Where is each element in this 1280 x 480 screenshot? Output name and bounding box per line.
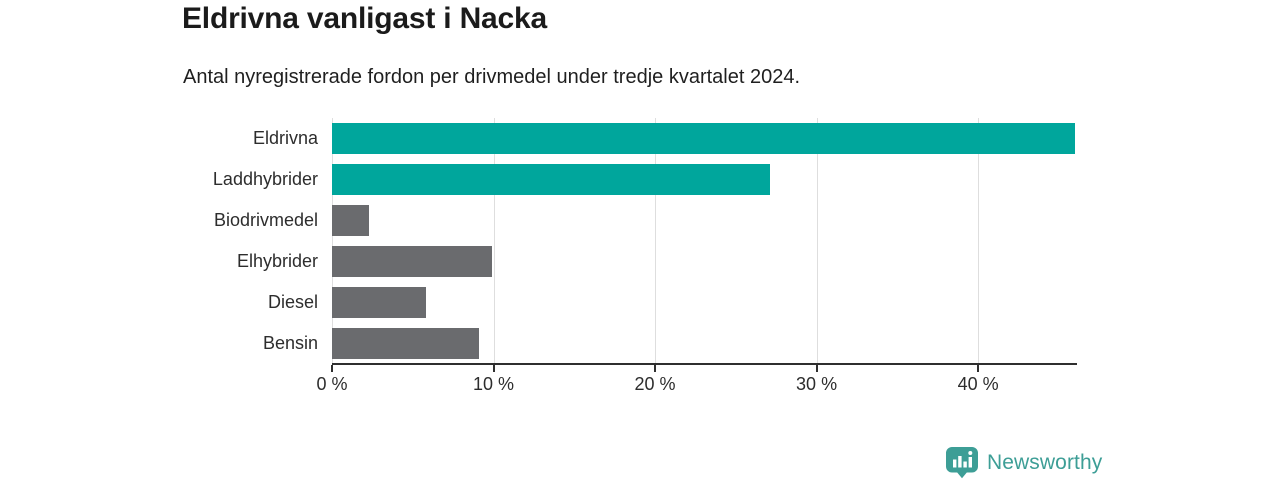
logo-pin-shape xyxy=(946,447,978,479)
gridline-40 xyxy=(978,118,980,364)
logo-bars-glyph xyxy=(953,451,973,468)
bar-biodrivmedel xyxy=(332,205,370,236)
x-axis-tick-label-20: 20 % xyxy=(634,374,676,394)
gridline-20 xyxy=(655,118,657,364)
bar-elhybrider xyxy=(332,246,492,277)
gridline-10 xyxy=(493,118,495,364)
x-axis-tick-label-10: 10 % xyxy=(473,374,515,394)
category-label-diesel: Diesel xyxy=(267,292,318,312)
x-axis-tick-20 xyxy=(654,365,657,372)
x-axis-line xyxy=(332,363,1077,365)
category-label-biodrivmedel: Biodrivmedel xyxy=(213,210,318,230)
bar-diesel xyxy=(332,287,426,318)
category-label-laddhybrider: Laddhybrider xyxy=(212,169,318,189)
category-label-eldrivna: Eldrivna xyxy=(252,128,318,148)
newsworthy-logo-icon xyxy=(946,447,978,479)
chart-subtitle: Antal nyregistrerade fordon per drivmede… xyxy=(183,66,801,88)
bar-eldrivna xyxy=(332,123,1075,154)
x-axis-tick-40 xyxy=(977,365,980,372)
x-axis-tick-label-0: 0 % xyxy=(316,374,348,394)
gridline-0 xyxy=(332,118,333,364)
newsworthy-logo-text: Newsworthy xyxy=(987,450,1103,474)
x-axis-tick-30 xyxy=(815,365,818,372)
x-axis-tick-label-30: 30 % xyxy=(796,374,838,394)
gridline-30 xyxy=(816,118,818,364)
x-axis-tick-0 xyxy=(331,365,333,372)
bar-bensin xyxy=(332,328,479,359)
x-axis-tick-10 xyxy=(492,365,495,372)
bar-laddhybrider xyxy=(332,164,770,195)
x-axis-tick-label-40: 40 % xyxy=(957,374,999,394)
category-label-bensin: Bensin xyxy=(262,333,318,353)
newsworthy-logo: Newsworthy xyxy=(945,446,1102,479)
chart-title: Eldrivna vanligast i Nacka xyxy=(182,2,547,35)
category-label-elhybrider: Elhybrider xyxy=(236,251,318,271)
